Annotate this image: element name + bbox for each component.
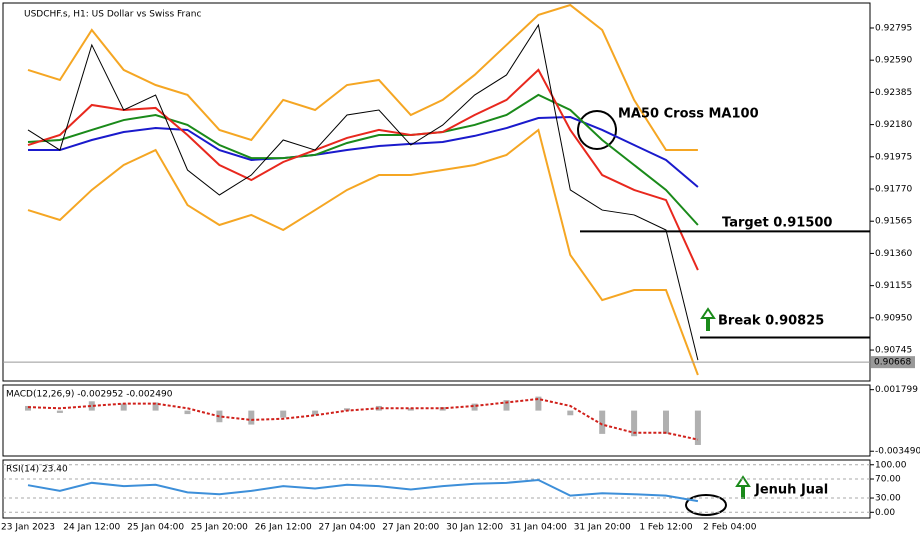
x-tick-label: 27 Jan 20:00	[382, 523, 439, 533]
annotation: Target 0.91500	[722, 216, 832, 231]
rsi-pane	[2, 459, 871, 519]
last-price-label: 0.90668	[874, 358, 911, 368]
histogram-bar	[471, 403, 478, 411]
oversold-circle	[685, 494, 727, 516]
histogram-bar	[567, 410, 574, 416]
histogram-bar	[248, 410, 255, 425]
last-price-box	[871, 356, 915, 369]
up-arrow	[735, 475, 751, 499]
y-tick-label: 0.92795	[875, 23, 912, 33]
histogram-bar	[280, 410, 287, 418]
pane-title: RSI(14) 23.40	[6, 465, 68, 475]
histogram-bar	[312, 410, 319, 416]
macd-pane	[2, 384, 871, 457]
histogram-bar	[503, 400, 510, 411]
x-tick-label: 27 Jan 04:00	[319, 523, 376, 533]
y-tick-label: 0.91360	[875, 249, 912, 259]
series-line	[27, 93, 699, 226]
histogram-bar	[152, 402, 159, 411]
y-tick-label: 0.00	[875, 508, 895, 518]
x-tick-label: 23 Jan 2023	[1, 523, 55, 533]
histogram-bar	[631, 410, 638, 437]
histogram-bar	[694, 410, 701, 445]
y-tick-label: 0.92385	[875, 88, 912, 98]
histogram-bar	[344, 408, 350, 411]
y-tick-label: 70.00	[875, 475, 901, 485]
y-tick-label: 0.91565	[875, 217, 912, 227]
y-tick-label: 0.92180	[875, 120, 912, 130]
histogram-bar	[599, 410, 606, 434]
x-tick-label: 25 Jan 20:00	[191, 523, 248, 533]
pane-title: MACD(12,26,9) -0.002952 -0.002490	[6, 390, 173, 400]
y-tick-label: 0.90950	[875, 313, 912, 323]
histogram-bar	[535, 396, 542, 411]
y-tick-label: 0.91770	[875, 185, 912, 195]
y-tick-label: 0.92590	[875, 56, 912, 66]
histogram-bar	[663, 410, 669, 434]
x-tick-label: 26 Jan 12:00	[255, 523, 312, 533]
series-line	[27, 23, 699, 361]
histogram-bar	[184, 410, 191, 415]
x-tick-label: 24 Jan 12:00	[63, 523, 120, 533]
x-tick-label: 30 Jan 12:00	[446, 523, 503, 533]
histogram-bar	[25, 405, 31, 411]
histogram-bar	[88, 401, 95, 411]
x-tick-label: 1 Feb 12:00	[639, 523, 693, 533]
y-tick-label: -0.003490	[875, 447, 920, 457]
x-tick-label: 2 Feb 04:00	[703, 523, 757, 533]
annotation: Break 0.90825	[718, 314, 824, 329]
chart-title: USDCHF.s, H1: US Dollar vs Swiss Franc	[24, 10, 201, 20]
annotation: MA50 Cross MA100	[618, 107, 759, 122]
series-line	[27, 3, 698, 152]
y-tick-label: 100.00	[875, 460, 907, 470]
annotation: Jenuh Jual	[754, 483, 828, 498]
cross-circle	[577, 110, 617, 150]
histogram-bar	[375, 405, 382, 411]
up-arrow	[700, 307, 716, 331]
histogram-bar	[56, 410, 63, 413]
y-tick-label: 0.91975	[875, 152, 912, 162]
y-tick-label: 0.91155	[875, 281, 912, 291]
y-tick-label: 0.90745	[875, 346, 912, 356]
series-line	[27, 68, 699, 271]
series-line	[27, 397, 699, 441]
y-tick-label: 0.001799	[875, 385, 918, 395]
price-pane	[2, 2, 871, 382]
series-line	[27, 128, 699, 376]
x-tick-label: 25 Jan 04:00	[127, 523, 184, 533]
x-tick-label: 31 Jan 20:00	[574, 523, 631, 533]
series-line	[28, 116, 699, 188]
x-tick-label: 31 Jan 04:00	[510, 523, 567, 533]
histogram-bar	[407, 408, 414, 411]
series-line	[27, 478, 699, 503]
histogram-bar	[120, 403, 127, 411]
y-tick-label: 30.00	[875, 494, 901, 504]
